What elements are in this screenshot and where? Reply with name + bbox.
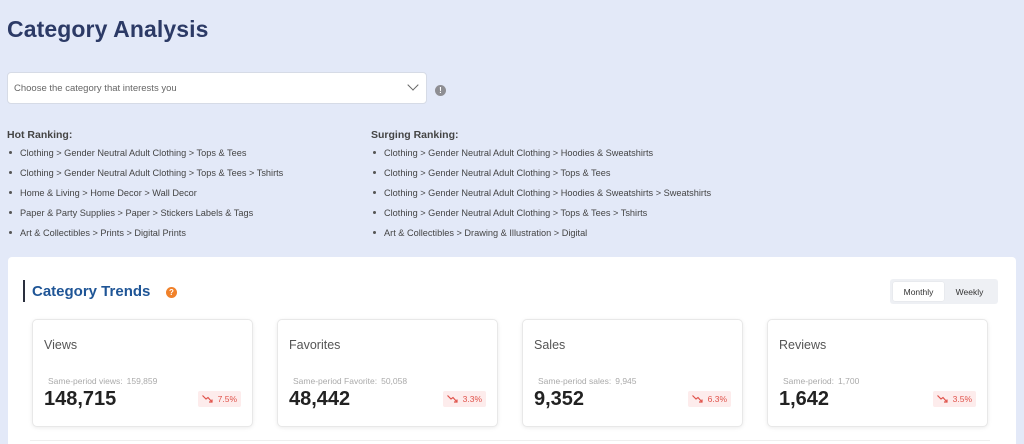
metric-previous-label: Same-period: (783, 376, 835, 386)
hot-ranking-item[interactable]: Clothing > Gender Neutral Adult Clothing… (7, 166, 283, 186)
metric-change-badge: 3.3% (442, 391, 486, 407)
period-monthly-button[interactable]: Monthly (893, 282, 944, 301)
surging-ranking-item[interactable]: Clothing > Gender Neutral Adult Clothing… (371, 146, 711, 166)
metric-change-value: 7.5% (217, 394, 237, 404)
metric-value: 9,352 (534, 388, 585, 410)
metric-previous-value: 159,859 (126, 376, 158, 386)
metric-change-value: 6.3% (707, 394, 727, 404)
hot-ranking-item[interactable]: Paper & Party Supplies > Paper > Sticker… (7, 206, 283, 226)
metric-name: Favorites (289, 338, 341, 352)
metric-previous-value: 50,058 (381, 376, 408, 386)
metric-card-views: Views Same-period views: 159,859 148,715 … (32, 319, 253, 427)
surging-ranking-item[interactable]: Clothing > Gender Neutral Adult Clothing… (371, 166, 711, 186)
metric-card-sales: Sales Same-period sales: 9,945 9,352 6.3% (522, 319, 743, 427)
surging-ranking: Surging Ranking: Clothing > Gender Neutr… (371, 129, 711, 246)
hot-ranking-item[interactable]: Home & Living > Home Decor > Wall Decor (7, 186, 283, 206)
metric-change-badge: 3.5% (932, 391, 976, 407)
metric-change-value: 3.5% (952, 394, 972, 404)
hot-ranking: Hot Ranking: Clothing > Gender Neutral A… (7, 129, 283, 246)
metric-change-badge: 6.3% (687, 391, 731, 407)
trend-down-icon (446, 395, 458, 403)
info-icon[interactable]: ! (435, 85, 446, 96)
surging-ranking-item[interactable]: Clothing > Gender Neutral Adult Clothing… (371, 186, 711, 206)
metric-previous: Same-period: 1,700 (779, 376, 859, 386)
category-trends-title: Category Trends (32, 283, 151, 300)
metric-previous: Same-period Favorite: 50,058 (289, 376, 407, 386)
metric-change-value: 3.3% (462, 394, 482, 404)
metric-previous-value: 1,700 (838, 376, 860, 386)
metric-previous-label: Same-period sales: (538, 376, 612, 386)
metric-previous-label: Same-period Favorite: (293, 376, 378, 386)
trend-down-icon (691, 395, 703, 403)
metric-card-reviews: Reviews Same-period: 1,700 1,642 3.5% (767, 319, 988, 427)
section-title-bar (23, 280, 25, 302)
surging-ranking-title: Surging Ranking: (371, 129, 459, 141)
period-weekly-button[interactable]: Weekly (955, 286, 984, 297)
metric-name: Reviews (779, 338, 827, 352)
metric-card-favorites: Favorites Same-period Favorite: 50,058 48… (277, 319, 498, 427)
trend-down-icon (936, 395, 948, 403)
metric-previous: Same-period sales: 9,945 (534, 376, 637, 386)
chevron-down-icon (407, 79, 419, 91)
metric-name: Sales (534, 338, 566, 352)
metric-value: 48,442 (289, 388, 351, 410)
metric-value: 148,715 (44, 388, 117, 410)
divider (30, 440, 990, 441)
category-select-placeholder: Choose the category that interests you (14, 82, 177, 94)
category-trends-panel: Category Trends ? Monthly Weekly Views S… (8, 257, 1016, 444)
page-title: Category Analysis (7, 16, 209, 42)
surging-ranking-item[interactable]: Art & Collectibles > Drawing & Illustrat… (371, 226, 711, 246)
metric-previous: Same-period views: 159,859 (44, 376, 157, 386)
category-select[interactable]: Choose the category that interests you (7, 72, 427, 104)
metric-name: Views (44, 338, 78, 352)
metric-value: 1,642 (779, 388, 830, 410)
metric-previous-label: Same-period views: (48, 376, 123, 386)
trend-down-icon (201, 395, 213, 403)
metric-previous-value: 9,945 (615, 376, 637, 386)
hot-ranking-item[interactable]: Clothing > Gender Neutral Adult Clothing… (7, 146, 283, 166)
period-toggle: Monthly Weekly (890, 279, 998, 304)
surging-ranking-item[interactable]: Clothing > Gender Neutral Adult Clothing… (371, 206, 711, 226)
hot-ranking-title: Hot Ranking: (7, 129, 73, 141)
hot-ranking-item[interactable]: Art & Collectibles > Prints > Digital Pr… (7, 226, 283, 246)
help-icon[interactable]: ? (166, 287, 177, 298)
metric-change-badge: 7.5% (197, 391, 241, 407)
